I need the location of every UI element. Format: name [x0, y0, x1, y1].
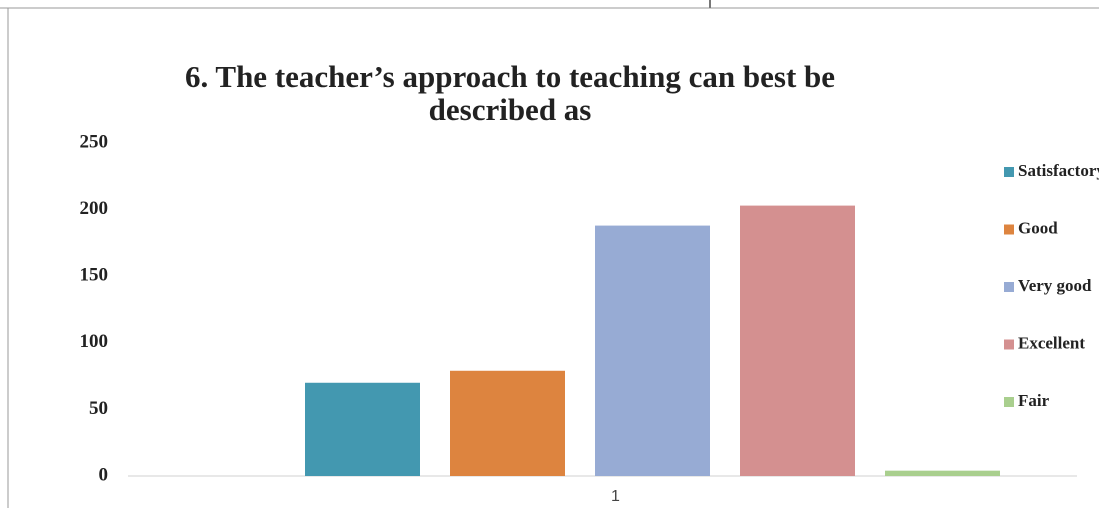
- legend-label: Very good: [1018, 276, 1092, 295]
- legend-swatch: [1004, 282, 1014, 292]
- bar: [595, 225, 710, 476]
- legend-label: Excellent: [1018, 333, 1085, 352]
- chart-title: 6. The teacher’s approach to teaching ca…: [184, 59, 836, 127]
- y-tick-label: 0: [99, 464, 109, 485]
- bar: [450, 370, 565, 476]
- legend-swatch: [1004, 224, 1014, 235]
- bar: [740, 205, 855, 476]
- bar: [305, 382, 420, 476]
- legend-label: Fair: [1018, 391, 1050, 410]
- y-tick-label: 50: [89, 398, 108, 419]
- legend-swatch: [1004, 167, 1014, 177]
- bar: [885, 470, 1000, 476]
- legend-swatch: [1004, 397, 1014, 407]
- y-tick-label: 250: [80, 131, 109, 152]
- y-tick-label: 100: [80, 331, 109, 352]
- y-tick-label: 200: [80, 198, 109, 219]
- legend-label: Good: [1018, 218, 1058, 237]
- y-tick-label: 150: [80, 265, 109, 286]
- legend-label: Satisfactory: [1018, 161, 1099, 180]
- x-tick-label: 1: [611, 488, 620, 505]
- legend-swatch: [1004, 339, 1014, 350]
